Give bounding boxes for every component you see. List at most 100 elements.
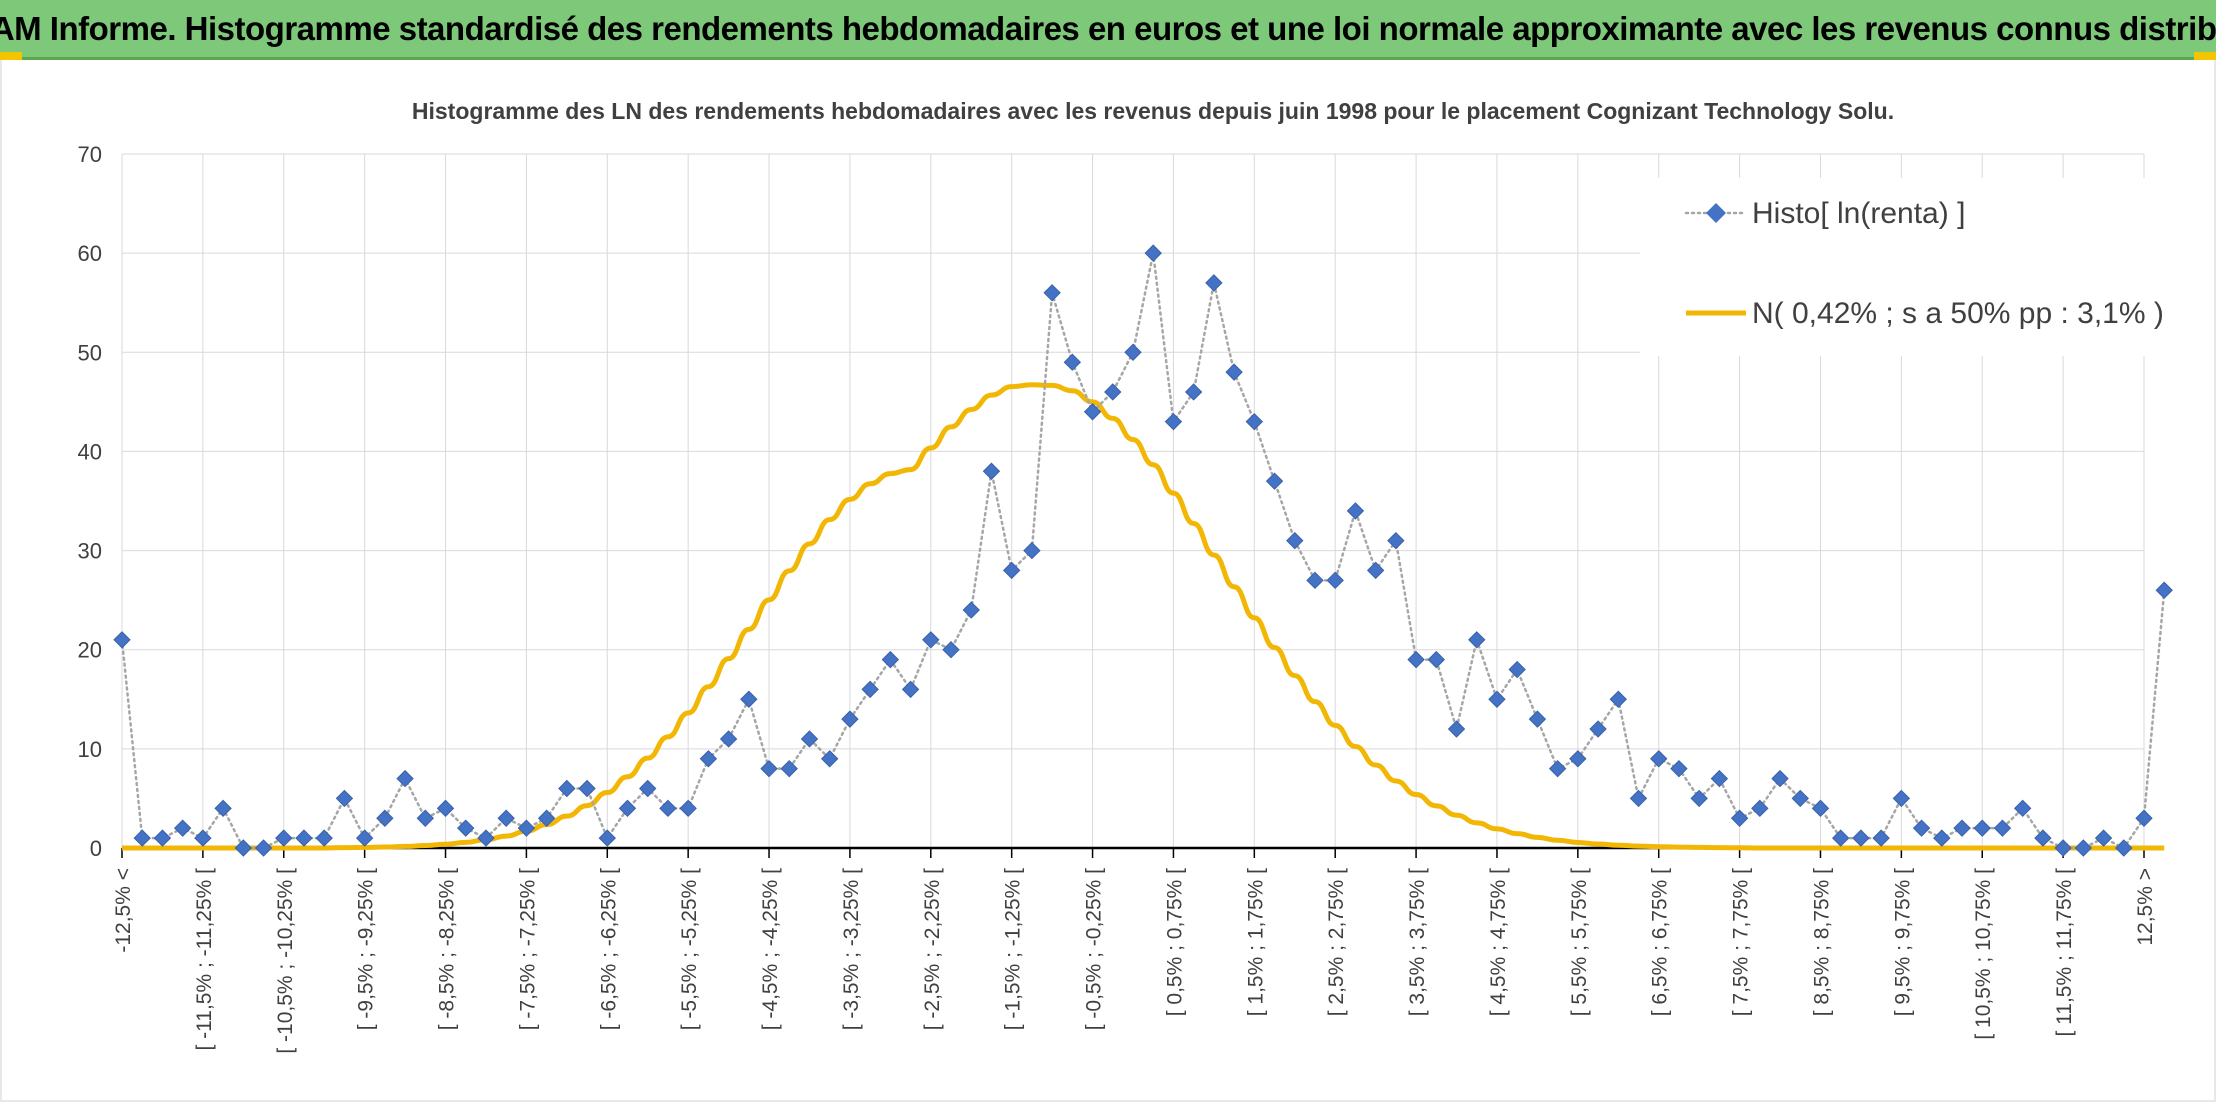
histo-data-point: [1548, 759, 1567, 778]
histo-data-point: [1447, 720, 1466, 738]
histo-data-point: [699, 750, 718, 768]
histo-data-point: [173, 819, 192, 837]
x-tick-label: [ -3,5% ; -3,25% [: [840, 868, 863, 1030]
x-tick-label: 12,5% >: [2134, 868, 2157, 946]
page-title: ADAM Informe. Histogramme standardisé de…: [0, 9, 2216, 47]
histo-data-point: [2074, 839, 2093, 857]
banner-accent-left: [0, 52, 22, 60]
normal-curve-line: [122, 382, 2165, 851]
y-tick-label: 40: [78, 439, 102, 464]
legend-normal-label: N( 0,42% ; s a 50% pp : 3,1% ): [1752, 297, 2164, 330]
x-tick-label: [ 5,5% ; 5,75% [: [1568, 868, 1591, 1016]
histo-data-point: [1063, 353, 1082, 371]
x-tick-label: [ 10,5% ; 10,75% [: [1972, 868, 1995, 1040]
y-tick-label: 0: [90, 836, 102, 861]
x-tick-label: [ -5,5% ; -5,25% [: [678, 868, 701, 1030]
histo-data-point: [1306, 571, 1324, 590]
histo-data-point: [457, 819, 475, 837]
histo-data-point: [1023, 541, 1041, 560]
histo-data-point: [1265, 472, 1284, 490]
histo-data-point: [679, 799, 697, 818]
y-tick-label: 30: [78, 539, 102, 564]
histo-data-point: [922, 631, 940, 649]
x-tick-label: -12,5% <: [112, 868, 135, 953]
histo-data-point: [841, 710, 859, 728]
histo-data-point: [2013, 799, 2032, 818]
histo-data-point: [335, 789, 354, 808]
histo-data-point: [113, 631, 131, 649]
x-tick-label: [ -9,5% ; -9,25% [: [355, 868, 378, 1030]
y-tick-label: 60: [78, 241, 102, 266]
histo-data-point: [477, 829, 495, 847]
x-tick-label: [ -2,5% ; -2,25% [: [921, 868, 944, 1030]
histo-data-point: [1286, 531, 1304, 550]
histo-data-point: [416, 809, 435, 827]
histo-data-point: [1953, 819, 1971, 837]
histo-data-point: [275, 829, 293, 847]
x-tick-label: [ 7,5% ; 7,75% [: [1730, 868, 1753, 1016]
histo-data-point: [234, 839, 253, 857]
histo-data-point: [1690, 789, 1708, 808]
histo-data-point: [1569, 750, 1587, 768]
x-tick-label: [ -10,5% ; -10,25% [: [274, 868, 297, 1054]
x-tick-label: [ 2,5% ; 2,75% [: [1325, 868, 1348, 1016]
histo-data-point: [800, 730, 819, 748]
histo-data-point: [861, 680, 879, 699]
histo-data-point: [719, 730, 738, 748]
x-tick-label: [ 6,5% ; 6,75% [: [1649, 868, 1672, 1016]
histo-data-point: [1609, 690, 1627, 708]
histo-data-point: [1124, 343, 1142, 361]
histo-data-point: [1771, 769, 1789, 788]
legend-box: [1640, 178, 2160, 356]
histo-data-point: [1427, 650, 1446, 669]
histo-data-point: [315, 829, 333, 847]
y-tick-label: 70: [78, 142, 102, 167]
histo-data-point: [517, 819, 536, 837]
x-tick-label: [ 9,5% ; 9,75% [: [1891, 868, 1914, 1016]
histo-data-point: [214, 799, 232, 818]
x-tick-label: [ -11,5% ; -11,25% [: [193, 868, 216, 1051]
histo-data-point: [639, 779, 657, 798]
histo-data-point: [1508, 660, 1526, 679]
histo-data-point: [1205, 274, 1223, 292]
histo-data-point: [2115, 839, 2133, 857]
histo-data-point: [1346, 502, 1365, 520]
x-tick-label: [ 11,5% ; 11,75% [: [2053, 868, 2076, 1037]
histo-data-point: [194, 829, 212, 847]
histo-data-point: [1933, 829, 1951, 847]
histo-data-point: [295, 829, 313, 847]
histo-data-point: [1589, 720, 1607, 738]
x-tick-label: [ -6,5% ; -6,25% [: [597, 868, 620, 1030]
histo-data-point: [598, 829, 616, 847]
histo-data-point: [1973, 819, 1991, 837]
histo-data-point: [942, 641, 960, 659]
histo-data-point: [436, 799, 455, 818]
histo-data-point: [1852, 829, 1870, 847]
histo-data-point: [254, 839, 273, 857]
histo-data-point: [1751, 799, 1769, 818]
histo-data-point: [1912, 819, 1931, 837]
histo-data-point: [537, 809, 556, 827]
histo-data-point: [2155, 581, 2173, 599]
histo-data-point: [153, 829, 172, 847]
histo-data-point: [1629, 789, 1648, 808]
y-tick-label: 50: [78, 340, 102, 365]
histo-data-point: [2135, 809, 2153, 827]
histo-data-point: [1366, 561, 1385, 580]
histo-data-point: [376, 809, 394, 827]
histo-data-point: [1811, 799, 1830, 818]
histo-data-point: [133, 829, 151, 847]
y-tick-label: 20: [78, 638, 102, 663]
histo-data-point: [659, 799, 677, 818]
histo-data-point: [1326, 571, 1344, 590]
x-tick-label: [ 8,5% ; 8,75% [: [1810, 868, 1833, 1016]
histo-data-point: [1710, 769, 1729, 788]
histo-data-point: [1407, 650, 1425, 669]
banner-accent-right: [2194, 52, 2216, 60]
histo-data-point: [1670, 759, 1688, 778]
histo-data-point: [558, 779, 576, 798]
histo-data-point: [1043, 284, 1061, 302]
histo-data-point: [760, 759, 778, 778]
histo-data-point: [820, 750, 839, 768]
